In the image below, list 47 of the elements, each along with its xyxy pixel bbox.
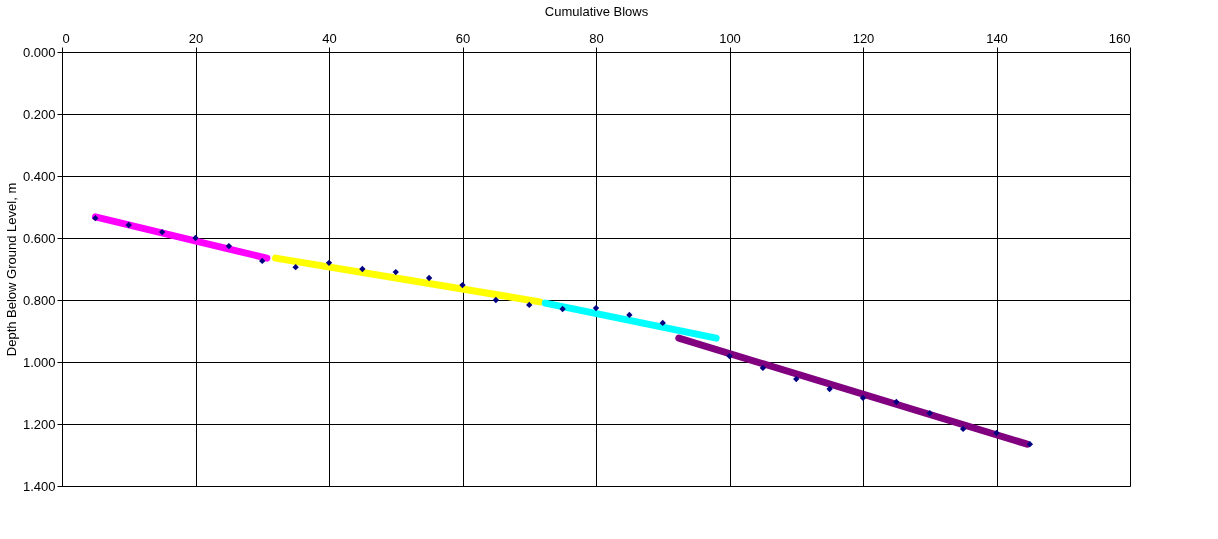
point <box>192 234 199 242</box>
y-tick-label: 0.800 <box>22 292 56 308</box>
x-tick-label: 160 <box>1108 30 1131 46</box>
point <box>359 265 366 273</box>
x-tick-label: 40 <box>322 30 337 46</box>
point <box>392 268 399 276</box>
point <box>726 352 733 360</box>
point <box>826 385 833 393</box>
point <box>993 429 1000 437</box>
point <box>158 228 166 236</box>
point <box>759 364 767 372</box>
point <box>325 259 333 266</box>
x-tick-label: 140 <box>986 30 1008 46</box>
y-tick-label: 1.400 <box>22 478 56 494</box>
point <box>259 257 266 265</box>
x-tick-label: 100 <box>719 30 741 46</box>
point <box>926 409 933 417</box>
point <box>626 311 633 319</box>
point <box>793 375 800 383</box>
point <box>659 319 666 327</box>
y-tick-label: 0.200 <box>22 106 56 122</box>
point <box>1026 440 1034 448</box>
point <box>959 425 967 433</box>
point <box>292 263 299 271</box>
point <box>859 394 867 402</box>
x-tick-label: 80 <box>589 30 604 46</box>
point <box>125 221 132 229</box>
x-tick-label: 0 <box>62 30 70 46</box>
point <box>459 281 466 289</box>
x-axis-title: Cumulative Blows <box>544 3 649 19</box>
point <box>225 242 233 250</box>
y-tick-label: 1.000 <box>22 354 56 370</box>
y-tick-label: 0.000 <box>22 44 56 60</box>
point <box>526 301 533 309</box>
point <box>92 215 99 222</box>
y-tick-label: 0.600 <box>22 230 56 246</box>
y-axis-title: Depth Below Ground Level, m <box>3 182 19 357</box>
point <box>425 274 433 282</box>
point <box>492 296 500 304</box>
point <box>592 304 600 312</box>
x-tick-label: 20 <box>188 30 204 46</box>
point <box>559 305 566 313</box>
x-tick-label: 60 <box>455 30 471 46</box>
y-tick-label: 0.400 <box>22 168 56 184</box>
x-tick-label: 120 <box>852 30 875 46</box>
y-tick-label: 1.200 <box>22 416 56 432</box>
point <box>893 398 900 406</box>
